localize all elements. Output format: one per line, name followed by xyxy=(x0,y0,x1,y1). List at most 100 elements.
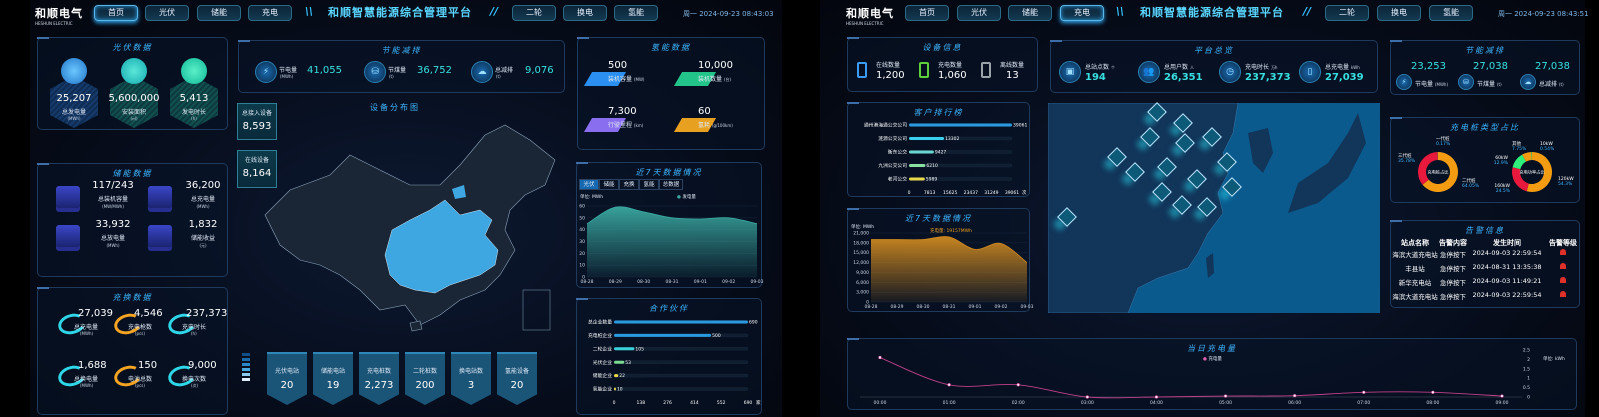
nav-storage[interactable]: 储能 xyxy=(197,5,241,21)
panel-title: 储能数据 xyxy=(112,169,153,178)
chart-tooltip: 充电量: 19157MWh xyxy=(930,229,972,234)
saving-label: 总减排 xyxy=(495,67,514,74)
h2-value: 10,000 xyxy=(698,60,733,71)
nav-hydrogen[interactable]: 氢能 xyxy=(1429,5,1473,21)
storage-label: 总放电量 xyxy=(100,235,125,242)
overview-label: 总站点数 个 xyxy=(1085,62,1115,71)
nav-pv[interactable]: 光伏 xyxy=(145,5,189,21)
tab-pv[interactable]: 光伏 xyxy=(579,179,599,190)
nav-home[interactable]: 首页 xyxy=(905,5,949,21)
cs-unit: (次) xyxy=(191,383,199,388)
alarm-site: 海滨大道充电站 xyxy=(1392,293,1438,301)
alarm-level-icon xyxy=(1560,263,1566,269)
nav-storage[interactable]: 储能 xyxy=(1008,5,1052,21)
overview-label-text: 充电时长 xyxy=(1245,64,1270,71)
china-device-map[interactable] xyxy=(260,115,560,340)
saving-label-text: 节电量 xyxy=(1415,81,1434,88)
taiwan-landmass xyxy=(1206,253,1214,278)
device-value: 1,060 xyxy=(938,70,967,81)
pv-power-icon xyxy=(61,58,87,84)
legend-swatch xyxy=(242,353,250,356)
energy-saving-panel: 节能减排 23,253 ⚡ 节电量 (MWh) 27,038 ⛁ 节煤量 (t)… xyxy=(1390,40,1580,95)
cs-label: 充电枪数 xyxy=(128,324,153,331)
saving-value: 41,055 xyxy=(307,65,342,76)
overview-unit: kWh xyxy=(1350,65,1360,70)
charging-station-map[interactable] xyxy=(1048,103,1380,313)
storage-discharge-icon xyxy=(56,225,80,247)
panel-title: 充换数据 xyxy=(112,293,153,302)
panel-title: 近7天数据情况 xyxy=(904,214,973,223)
map-legend xyxy=(242,353,250,381)
cs-unit: (pcs) xyxy=(135,331,145,336)
saving-label-text: 总减排 xyxy=(1539,81,1558,88)
nav-hydrogen[interactable]: 氢能 xyxy=(614,5,658,21)
emission-icon: ☁ xyxy=(1520,74,1536,90)
tab-hydrogen[interactable]: 氢能 xyxy=(639,179,659,190)
stat-card-storage-stations: 储能电站 19 xyxy=(313,352,353,405)
nav-swap[interactable]: 换电 xyxy=(1377,5,1421,21)
stat-value: 200 xyxy=(415,380,435,391)
page-title: 和顺智慧能源综合管理平台 xyxy=(328,6,472,19)
japan-landmass xyxy=(1288,113,1366,213)
overview-unit: 万h xyxy=(1270,65,1278,70)
nav-home[interactable]: 首页 xyxy=(94,5,138,21)
alarm-content: 急停按下 xyxy=(1440,265,1466,273)
panel-title: 合作伙伴 xyxy=(649,304,689,313)
device-info-panel: 设备信息 在线数量 1,200 充电数量 1,060 离线数量 13 xyxy=(847,37,1038,92)
cs-value: 150 xyxy=(138,360,158,371)
users-icon: 👥 xyxy=(1138,61,1160,83)
alarm-site: 海滨大道充电站 xyxy=(1392,251,1438,259)
clock-icon: ◷ xyxy=(1219,61,1241,83)
storage-charge-icon xyxy=(148,186,172,208)
nav-swap[interactable]: 换电 xyxy=(563,5,607,21)
pv-value: 25,207 xyxy=(56,93,92,104)
lightning-icon: ⚡ xyxy=(255,61,277,83)
nav-two-wheel[interactable]: 二轮 xyxy=(1325,5,1369,21)
cs-unit: (MWh) xyxy=(80,383,94,388)
daily-charge-panel: 当日充电量 ● 充电量 单位: kWh xyxy=(847,338,1577,410)
alarm-time: 2024-09-03 22:59:54 xyxy=(1472,249,1542,257)
alarm-site: 丰县站 xyxy=(1405,265,1425,273)
overview-label-text: 总站点数 xyxy=(1085,64,1110,71)
device-label: 在线数量 xyxy=(876,62,901,69)
overview-value: 26,351 xyxy=(1164,72,1203,83)
cs-value: 237,373 xyxy=(186,308,228,319)
h2-unit: (g/100km) xyxy=(711,123,733,128)
total-devices-value: 8,593 xyxy=(242,121,272,132)
pv-hours-icon xyxy=(181,58,207,84)
map-region-highlight xyxy=(384,199,499,294)
pv-panel: 光伏数据 25,207 总发电量 (MWh) 5,600,000 安装面积 (㎡… xyxy=(37,37,228,130)
alarm-content: 急停按下 xyxy=(1440,251,1466,259)
cs-value: 27,039 xyxy=(78,308,113,319)
mainland-landmass xyxy=(1048,103,1239,313)
cs-label: 换电次数 xyxy=(182,376,207,383)
tab-charge-swap[interactable]: 充换 xyxy=(619,179,639,190)
storage-label: 总装机容量 xyxy=(97,196,128,203)
device-value: 1,200 xyxy=(876,70,905,81)
coal-icon: ⛁ xyxy=(1458,74,1474,90)
storage-unit: (MWh) xyxy=(196,204,210,209)
alarm-panel: 告警信息 xyxy=(1390,220,1580,308)
nav-charging[interactable]: 充电 xyxy=(248,5,292,21)
battery-icon: ▯ xyxy=(1299,61,1321,83)
nav-charging[interactable]: 充电 xyxy=(1060,5,1104,21)
nav-two-wheel[interactable]: 二轮 xyxy=(512,5,556,21)
tab-storage[interactable]: 储能 xyxy=(599,179,619,190)
alarm-site: 新华充电站 xyxy=(1398,279,1432,287)
map-title: 设备分布图 xyxy=(370,103,420,112)
customer-ranking-panel: 客户排行榜 xyxy=(847,102,1030,197)
stat-value: 19 xyxy=(326,380,340,391)
stat-card-hydrogen-devices: 氢能设备 20 xyxy=(497,352,537,405)
stat-value: 20 xyxy=(280,380,294,391)
storage-value: 1,832 xyxy=(188,219,218,230)
nav-pv[interactable]: 光伏 xyxy=(957,5,1001,21)
alarm-header-time: 发生时间 xyxy=(1493,239,1521,247)
tab-total[interactable]: 总数据 xyxy=(659,179,683,190)
online-devices-label: 在线设备 xyxy=(244,157,269,164)
saving-label: 节煤量 (t) xyxy=(1477,79,1502,88)
logo-subtext: HESHUN ELECTRIC xyxy=(35,21,73,26)
saving-unit: (t) xyxy=(1558,82,1564,87)
storage-label: 储能收益 xyxy=(190,235,215,242)
stat-value: 20 xyxy=(510,380,524,391)
saving-unit: (t) xyxy=(496,74,501,79)
